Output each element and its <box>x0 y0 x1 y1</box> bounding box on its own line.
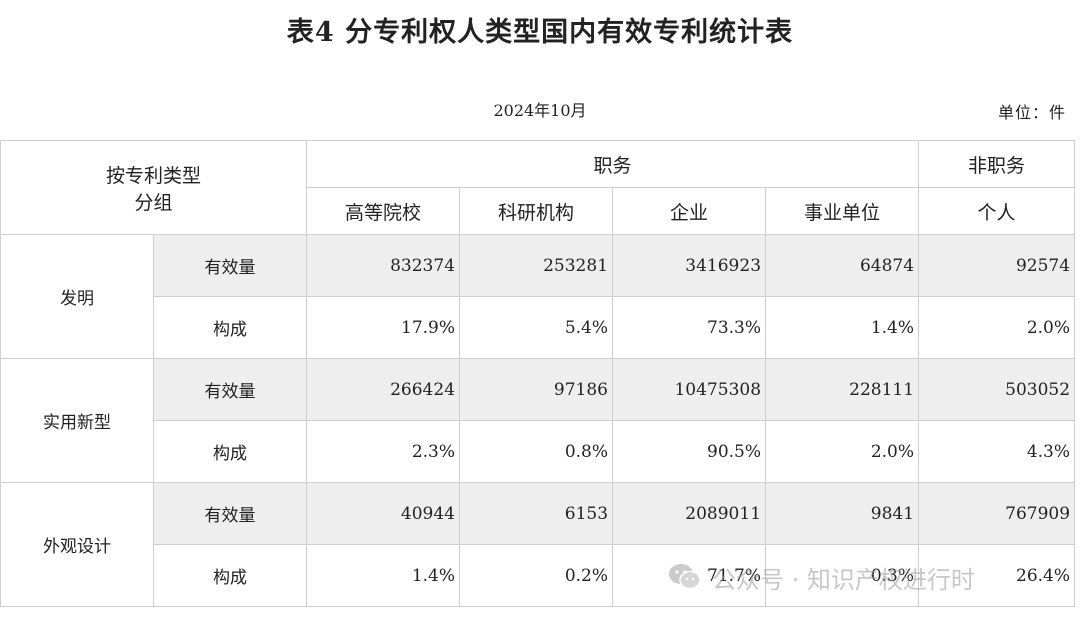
share-cell-public-institutions: 0.3% <box>765 544 920 607</box>
count-cell-universities: 266424 <box>306 358 461 421</box>
col-header-research-institutes: 科研机构 <box>459 187 614 235</box>
count-cell-public-institutions: 228111 <box>765 358 920 421</box>
table-row: 实用新型 有效量 266424 97186 10475308 228111 503052 <box>0 358 1076 483</box>
service-header: 职务 <box>306 140 920 188</box>
share-cell-enterprises: 73.3% <box>612 296 767 359</box>
table-row: 构成 2.3% 0.8% 90.5% 2.0% 4.3% <box>1 420 1076 483</box>
category-label: 发明 <box>0 234 154 359</box>
count-cell-individuals: 503052 <box>918 358 1076 421</box>
table-row: 构成 17.9% 5.4% 73.3% 1.4% 2.0% <box>1 296 1076 359</box>
share-cell-individuals: 2.0% <box>918 296 1076 359</box>
count-cell-research-institutes: 253281 <box>459 234 614 297</box>
count-cell-research-institutes: 6153 <box>459 482 614 545</box>
count-cell-enterprises: 2089011 <box>612 482 767 545</box>
report-date: 2024年10月 <box>493 101 587 120</box>
nonservice-header: 非职务 <box>918 140 1076 188</box>
group-header: 按专利类型 分组 <box>0 140 308 235</box>
share-cell-research-institutes: 5.4% <box>459 296 614 359</box>
metric-label-count: 有效量 <box>152 358 308 421</box>
group-header-line1: 按专利类型 <box>106 164 202 187</box>
metric-label-share: 构成 <box>152 420 308 483</box>
table-row: 构成 1.4% 0.2% 71.7% 0.3% 26.4% <box>1 544 1076 607</box>
count-cell-public-institutions: 9841 <box>765 482 920 545</box>
count-cell-individuals: 92574 <box>918 234 1076 297</box>
table-body: 发明 有效量 832374 253281 3416923 64874 92574 构成 17.9… <box>0 234 1076 607</box>
share-cell-public-institutions: 1.4% <box>765 296 920 359</box>
category-label: 实用新型 <box>0 358 154 483</box>
share-cell-research-institutes: 0.8% <box>459 420 614 483</box>
col-header-universities: 高等院校 <box>306 187 461 235</box>
share-cell-universities: 17.9% <box>306 296 461 359</box>
metric-label-count: 有效量 <box>152 234 308 297</box>
count-cell-public-institutions: 64874 <box>765 234 920 297</box>
metric-label-count: 有效量 <box>152 482 308 545</box>
table-row: 外观设计 有效量 40944 6153 2089011 9841 767909 <box>0 482 1076 607</box>
share-cell-individuals: 4.3% <box>918 420 1076 483</box>
share-cell-enterprises: 71.7% <box>612 544 767 607</box>
count-cell-enterprises: 10475308 <box>612 358 767 421</box>
category-label: 外观设计 <box>0 482 154 607</box>
unit-label: 单位：件 <box>997 103 1066 122</box>
count-cell-research-institutes: 97186 <box>459 358 614 421</box>
patent-stats-table: 按专利类型 分组 职务 非职务 高等院校 科研机构 企业 事业单位 个人 发明有… <box>0 140 1076 607</box>
share-cell-universities: 1.4% <box>306 544 461 607</box>
count-cell-universities: 40944 <box>306 482 461 545</box>
share-cell-research-institutes: 0.2% <box>459 544 614 607</box>
page-title: 表4 分专利权人类型国内有效专利统计表 <box>286 17 794 48</box>
metric-label-share: 构成 <box>152 544 308 607</box>
count-cell-universities: 832374 <box>306 234 461 297</box>
share-cell-individuals: 26.4% <box>918 544 1076 607</box>
count-cell-individuals: 767909 <box>918 482 1076 545</box>
col-header-individuals: 个人 <box>918 187 1076 235</box>
share-cell-enterprises: 90.5% <box>612 420 767 483</box>
share-cell-public-institutions: 2.0% <box>765 420 920 483</box>
table-row: 发明 有效量 832374 253281 3416923 64874 92574 <box>0 234 1076 359</box>
count-cell-enterprises: 3416923 <box>612 234 767 297</box>
share-cell-universities: 2.3% <box>306 420 461 483</box>
col-header-public-institutions: 事业单位 <box>765 187 920 235</box>
group-header-line2: 分组 <box>134 191 173 214</box>
col-header-enterprises: 企业 <box>612 187 767 235</box>
metric-label-share: 构成 <box>152 296 308 359</box>
